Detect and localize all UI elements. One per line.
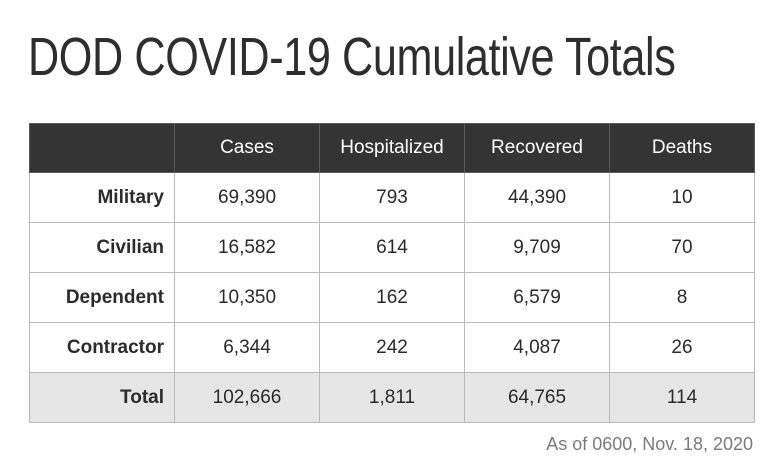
cell-cases: 16,582 bbox=[174, 222, 320, 273]
total-row: Total 102,666 1,811 64,765 114 bbox=[29, 372, 755, 423]
cell-hospitalized: 162 bbox=[319, 272, 465, 323]
table-row: Civilian 16,582 614 9,709 70 bbox=[29, 222, 755, 273]
cell-hospitalized: 614 bbox=[319, 222, 465, 273]
cell-recovered: 4,087 bbox=[464, 322, 610, 373]
column-header-blank bbox=[29, 123, 175, 173]
cell-recovered: 44,390 bbox=[464, 172, 610, 223]
row-label: Military bbox=[29, 172, 175, 223]
total-cases: 102,666 bbox=[174, 372, 320, 423]
cell-cases: 6,344 bbox=[174, 322, 320, 373]
cell-cases: 10,350 bbox=[174, 272, 320, 323]
cell-deaths: 8 bbox=[609, 272, 755, 323]
column-header-hospitalized: Hospitalized bbox=[319, 123, 465, 173]
column-header-deaths: Deaths bbox=[609, 123, 755, 173]
cell-hospitalized: 793 bbox=[319, 172, 465, 223]
cell-deaths: 10 bbox=[609, 172, 755, 223]
covid-totals-table: Cases Hospitalized Recovered Deaths Mili… bbox=[29, 123, 755, 423]
cell-recovered: 9,709 bbox=[464, 222, 610, 273]
total-recovered: 64,765 bbox=[464, 372, 610, 423]
column-header-recovered: Recovered bbox=[464, 123, 610, 173]
table-row: Dependent 10,350 162 6,579 8 bbox=[29, 272, 755, 323]
cell-deaths: 70 bbox=[609, 222, 755, 273]
row-label: Civilian bbox=[29, 222, 175, 273]
cell-recovered: 6,579 bbox=[464, 272, 610, 323]
table-header-row: Cases Hospitalized Recovered Deaths bbox=[29, 123, 755, 173]
row-label: Dependent bbox=[29, 272, 175, 323]
table-row: Military 69,390 793 44,390 10 bbox=[29, 172, 755, 223]
row-label: Contractor bbox=[29, 322, 175, 373]
cell-deaths: 26 bbox=[609, 322, 755, 373]
total-deaths: 114 bbox=[609, 372, 755, 423]
as-of-footnote: As of 0600, Nov. 18, 2020 bbox=[546, 434, 753, 454]
cell-cases: 69,390 bbox=[174, 172, 320, 223]
page-title: DOD COVID-19 Cumulative Totals bbox=[28, 27, 676, 87]
column-header-cases: Cases bbox=[174, 123, 320, 173]
total-hospitalized: 1,811 bbox=[319, 372, 465, 423]
cell-hospitalized: 242 bbox=[319, 322, 465, 373]
total-label: Total bbox=[29, 372, 175, 423]
table-row: Contractor 6,344 242 4,087 26 bbox=[29, 322, 755, 373]
